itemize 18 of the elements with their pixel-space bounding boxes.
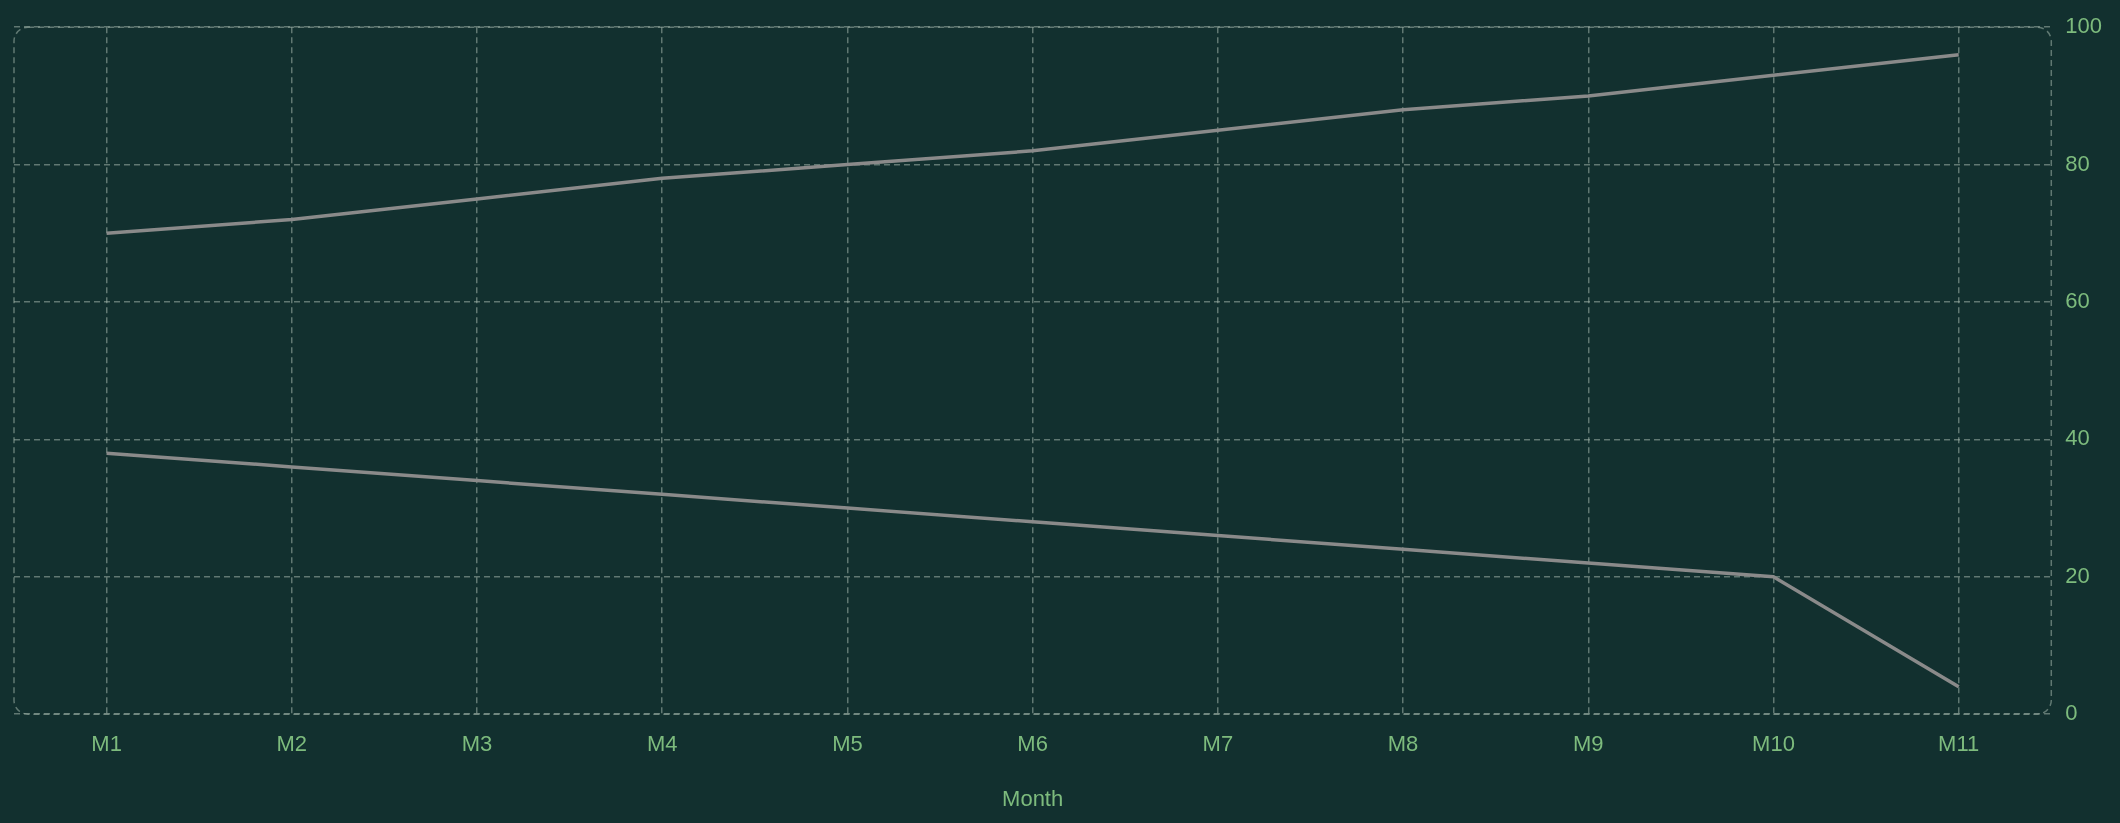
x-tick-label: M9 <box>1572 731 1604 757</box>
y-tick-label: 40 <box>2065 425 2090 451</box>
x-tick-label: M7 <box>1202 731 1234 757</box>
x-tick-label: M8 <box>1387 731 1419 757</box>
y-tick-label: 80 <box>2065 150 2090 176</box>
y-tick-label: 100 <box>2065 13 2103 39</box>
y-tick-label: 60 <box>2065 288 2090 314</box>
y-tick-label: 0 <box>2065 700 2078 726</box>
x-tick-label: M2 <box>276 731 308 757</box>
x-tick-label: M4 <box>646 731 678 757</box>
x-tick-label: M3 <box>461 731 493 757</box>
x-tick-label: M1 <box>91 731 122 757</box>
x-tick-label: M11 <box>1938 731 1980 757</box>
x-tick-label: M5 <box>832 731 863 757</box>
x-tick-label: M10 <box>1752 731 1795 757</box>
y-tick-label: 20 <box>2065 562 2090 588</box>
x-tick-label: M6 <box>1017 731 1048 757</box>
x-axis-title: Month <box>1002 785 1064 811</box>
